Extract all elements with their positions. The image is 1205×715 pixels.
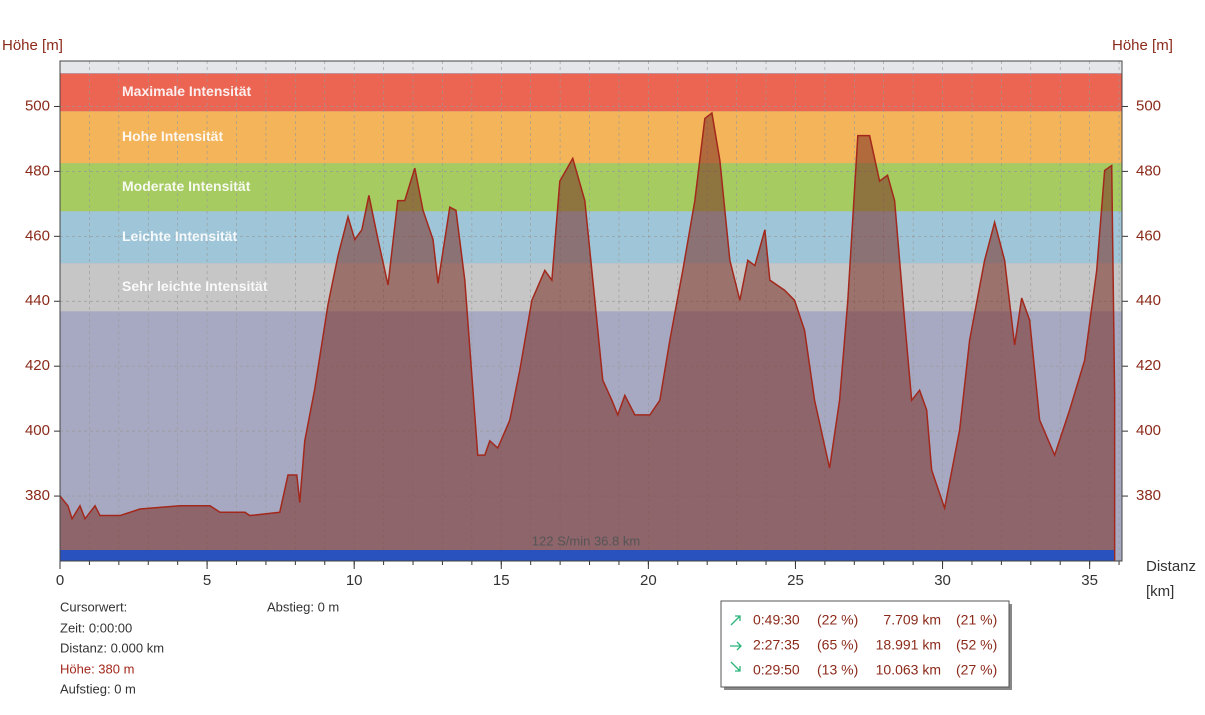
icon-up <box>730 615 741 626</box>
plot-top <box>60 61 1122 73</box>
zone-label: Moderate Intensität <box>122 178 251 194</box>
y-tick-label: 420 <box>25 357 50 374</box>
x-tick-label: 15 <box>493 572 510 589</box>
y2-tick-label: 420 <box>1136 357 1161 374</box>
summary-cell: 0:49:30 <box>753 612 800 628</box>
icon-down <box>730 661 741 672</box>
area-fill <box>60 112 1115 561</box>
summary-cell: (21 %) <box>956 612 997 628</box>
zone-label: Maximale Intensität <box>122 83 251 99</box>
zone-label: Leichte Intensität <box>122 228 237 244</box>
summary-cell: 10.063 km <box>876 662 941 678</box>
y2-tick-label: 460 <box>1136 227 1161 244</box>
summary-cell: 0:29:50 <box>753 662 800 678</box>
zone-label: Hohe Intensität <box>122 128 223 144</box>
zone-label: Sehr leichte Intensität <box>122 278 268 294</box>
elevation-line <box>59 111 1116 521</box>
summary-cell: 18.991 km <box>876 637 941 653</box>
x-tick-label: 30 <box>934 572 951 589</box>
y2-tick-label: 440 <box>1136 292 1161 309</box>
summary-cell: (22 %) <box>817 612 858 628</box>
x-tick-label: 10 <box>346 572 363 589</box>
x-tick-label: 20 <box>640 572 657 589</box>
x-tick-label: 5 <box>203 572 211 589</box>
summary-table: 0:49:30 (22 %) 7.709 km (21 %) 2:27:35 (65 %)… <box>753 612 997 678</box>
y2-tick-label: 480 <box>1136 162 1161 179</box>
x-tick-label: 35 <box>1081 572 1098 589</box>
y-tick-label: 380 <box>25 487 50 504</box>
cursor-height: Höhe: 380 m <box>60 661 134 676</box>
summary-cell: 2:27:35 <box>753 637 800 653</box>
summary-cell: (27 %) <box>956 662 997 678</box>
y-tick-label: 480 <box>25 162 50 179</box>
y-tick-label: 500 <box>25 97 50 114</box>
summary-icons <box>730 615 742 672</box>
cursor-title: Cursorwert: <box>60 599 127 614</box>
summary-box <box>720 600 1010 688</box>
cursor-time: Zeit: 0:00:00 <box>60 620 132 635</box>
y-tick-label: 440 <box>25 292 50 309</box>
zone <box>60 73 1122 112</box>
y2-axis-label: Höhe [m] <box>1112 37 1173 54</box>
x-tick-label: 0 <box>56 572 64 589</box>
icon-flat <box>730 641 742 651</box>
summary-cell: 7.709 km <box>883 612 941 628</box>
summary-cell: (13 %) <box>817 662 858 678</box>
status-label: 122 S/min 36.8 km <box>532 533 640 548</box>
y2-tick-label: 500 <box>1136 97 1161 114</box>
cursor-descent: Abstieg: 0 m <box>267 599 339 614</box>
x-axis-label: Distanz <box>1146 558 1196 575</box>
y-axis-label: Höhe [m] <box>2 37 63 54</box>
summary-cell: (65 %) <box>817 637 858 653</box>
x-axis-unit: [km] <box>1146 583 1174 600</box>
cursor-ascent: Aufstieg: 0 m <box>60 681 136 696</box>
y-tick-label: 400 <box>25 422 50 439</box>
cadence-bar <box>60 550 1114 561</box>
y2-tick-label: 400 <box>1136 422 1161 439</box>
summary-cell: (52 %) <box>956 637 997 653</box>
y2-tick-label: 380 <box>1136 487 1161 504</box>
zone <box>60 211 1122 264</box>
x-tick-label: 25 <box>787 572 804 589</box>
plot-frame <box>59 60 1123 562</box>
zone <box>60 111 1122 164</box>
y-tick-label: 460 <box>25 227 50 244</box>
cursor-distance: Distanz: 0.000 km <box>60 640 164 655</box>
plot: 380 380 400 400 420 420 440 440 460 460 480 480 500 5… <box>25 60 1161 589</box>
